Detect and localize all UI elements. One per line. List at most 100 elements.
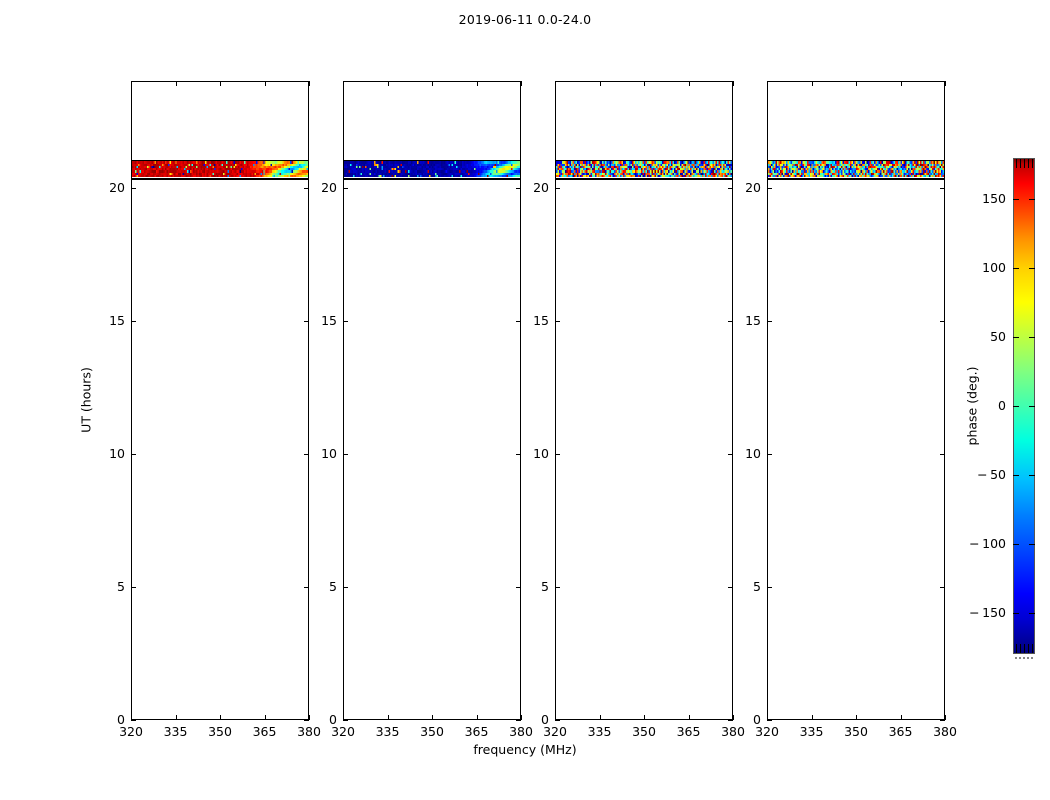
y-tick: [304, 187, 309, 189]
phase-scan-row: [768, 161, 944, 165]
x-tick: [644, 81, 645, 86]
phase-scan-row: [556, 172, 732, 176]
y-tick: [343, 453, 348, 455]
flagged-row-line: [768, 177, 944, 181]
x-tick: [945, 715, 946, 720]
y-tick: [555, 320, 560, 322]
colorbar-tick: [1013, 474, 1019, 476]
y-tick: [555, 720, 560, 721]
x-tick-label: 350: [844, 724, 868, 739]
y-tick-label: 15: [745, 312, 761, 328]
y-tick-label: 0: [117, 712, 125, 727]
x-tick: [856, 715, 857, 720]
y-tick-label: 15: [109, 312, 125, 328]
phase-scan-row: [556, 175, 732, 178]
colorbar-tick: [1029, 268, 1035, 270]
y-tick: [343, 320, 348, 322]
y-tick: [343, 720, 348, 721]
x-tick: [309, 715, 310, 720]
colorbar-tick: [1013, 612, 1019, 614]
y-tick: [555, 187, 560, 189]
x-tick: [309, 81, 310, 86]
x-tick: [945, 81, 946, 86]
y-tick: [516, 320, 521, 322]
y-tick: [767, 720, 772, 721]
x-tick-label: 380: [933, 724, 957, 739]
x-tick: [688, 715, 690, 720]
subplot-panel-yy[interactable]: YY, V5*V11=*EA14: [343, 81, 521, 720]
colorbar-over-hatch: [1014, 159, 1034, 168]
y-tick-label: 0: [753, 712, 761, 727]
x-tick-label: 335: [587, 724, 612, 739]
y-tick-label: 0: [541, 712, 549, 727]
x-tick: [900, 81, 902, 86]
x-tick: [264, 715, 266, 720]
subplot-panel-xx[interactable]: XX, V5*V11=*EA14: [131, 81, 309, 720]
y-tick: [516, 720, 521, 721]
y-tick-label: 10: [321, 445, 337, 461]
x-tick: [644, 715, 645, 720]
y-tick: [940, 187, 945, 189]
phase-scan-row: [768, 168, 944, 172]
y-tick: [343, 586, 348, 588]
y-tick-label: 5: [753, 578, 761, 594]
x-tick-label: 350: [420, 724, 444, 739]
y-tick: [304, 320, 309, 322]
colorbar-under-hatch: [1014, 644, 1034, 653]
y-tick: [728, 586, 733, 588]
y-tick: [940, 320, 945, 322]
y-tick: [304, 720, 309, 721]
phase-scan-row: [132, 163, 308, 167]
x-tick: [811, 81, 813, 86]
phase-scan-row: [132, 168, 308, 172]
y-tick: [728, 453, 733, 455]
flagged-row-line: [344, 160, 520, 162]
phase-scan-row: [132, 172, 308, 176]
y-tick: [343, 187, 348, 189]
x-tick-label: 365: [888, 724, 913, 739]
phase-scan-row: [556, 170, 732, 174]
y-tick-label: 20: [533, 179, 549, 195]
x-tick: [733, 715, 734, 720]
flagged-row-line: [132, 160, 308, 162]
y-tick-label: 0: [329, 712, 337, 727]
y-tick: [767, 586, 772, 588]
subplot-panel-xy[interactable]: XY, V5*V11=*EA14: [555, 81, 733, 720]
x-tick: [387, 715, 389, 720]
y-tick-label: 5: [117, 578, 125, 594]
y-tick-label: 5: [541, 578, 549, 594]
y-tick: [516, 586, 521, 588]
y-tick: [767, 320, 772, 322]
phase-scan-row: [556, 168, 732, 172]
x-tick-label: 320: [119, 724, 143, 739]
x-tick: [476, 715, 478, 720]
x-tick-label: 335: [799, 724, 824, 739]
y-tick: [767, 187, 772, 189]
y-tick: [131, 720, 136, 721]
x-tick: [220, 715, 221, 720]
x-tick: [811, 715, 813, 720]
y-tick: [940, 720, 945, 721]
phase-data-band: [556, 161, 732, 178]
y-tick: [304, 586, 309, 588]
colorbar-tick: [1029, 612, 1035, 614]
y-tick: [767, 453, 772, 455]
flagged-row-line: [132, 177, 308, 181]
flagged-row-line: [556, 177, 732, 181]
x-tick: [521, 81, 522, 86]
y-tick-label: 20: [321, 179, 337, 195]
x-tick-label: 320: [543, 724, 567, 739]
colorbar-tick: [1013, 406, 1019, 407]
y-tick: [728, 720, 733, 721]
figure-suptitle: 2019-06-11 0.0-24.0: [458, 12, 592, 27]
colorbar-tick-label: 50: [990, 329, 1006, 345]
x-tick: [131, 715, 132, 720]
phase-scan-row: [768, 172, 944, 176]
x-tick: [767, 715, 768, 720]
y-tick-label: 15: [321, 312, 337, 328]
colorbar-tick: [1029, 474, 1035, 476]
phase-scan-row: [344, 168, 520, 172]
y-tick-label: 20: [109, 179, 125, 195]
phase-scan-row: [132, 170, 308, 174]
subplot-panel-yx[interactable]: YX, V5*V11=*EA14: [767, 81, 945, 720]
